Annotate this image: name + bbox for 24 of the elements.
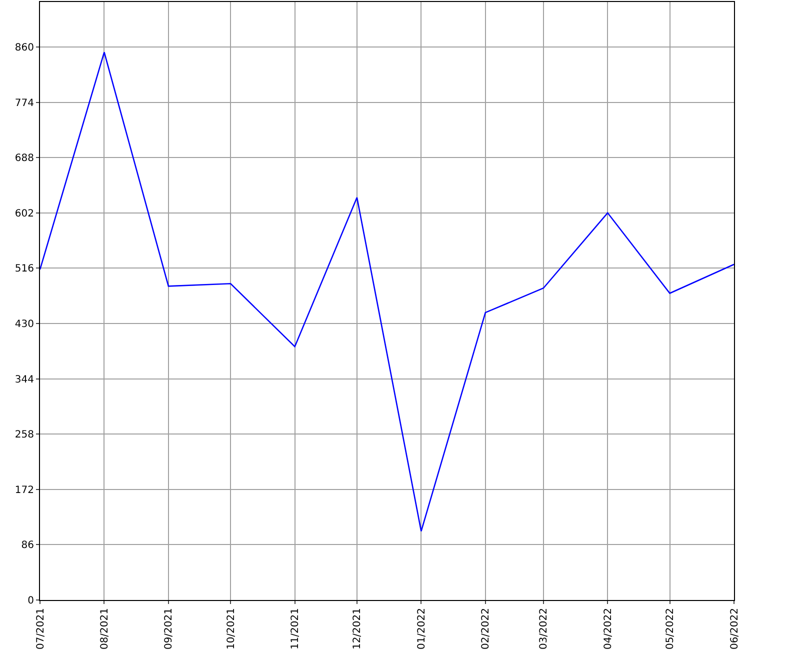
y-tick-label: 774: [14, 98, 34, 109]
x-tick-label: 01/2022: [416, 608, 428, 650]
y-tick-label: 688: [14, 153, 34, 164]
y-tick-label: 516: [14, 264, 34, 275]
y-tick-label: 344: [14, 374, 34, 386]
x-tick-label: 06/2022: [729, 608, 740, 650]
y-tick-label: 430: [14, 319, 34, 330]
x-tick-label: 03/2022: [538, 608, 550, 650]
x-tick-label: 02/2022: [480, 608, 492, 650]
x-tick-label: 11/2021: [290, 608, 302, 650]
y-tick-label: 258: [14, 430, 34, 441]
y-tick-label: 172: [14, 484, 34, 496]
y-tick-label: 602: [14, 208, 34, 220]
x-tick-label: 09/2021: [164, 608, 175, 650]
x-tick-label: 05/2022: [665, 608, 676, 650]
x-tick-label: 04/2022: [602, 608, 614, 650]
y-tick-label: 86: [21, 540, 34, 552]
x-tick-label: 12/2021: [352, 608, 364, 650]
line-series: [40, 52, 734, 532]
x-tick-label: 08/2021: [99, 608, 110, 650]
y-tick-label: 860: [14, 42, 34, 54]
y-tick-label: 0: [28, 596, 34, 606]
x-tick-label: 10/2021: [226, 608, 237, 650]
x-tick-label: 07/2021: [35, 608, 46, 650]
